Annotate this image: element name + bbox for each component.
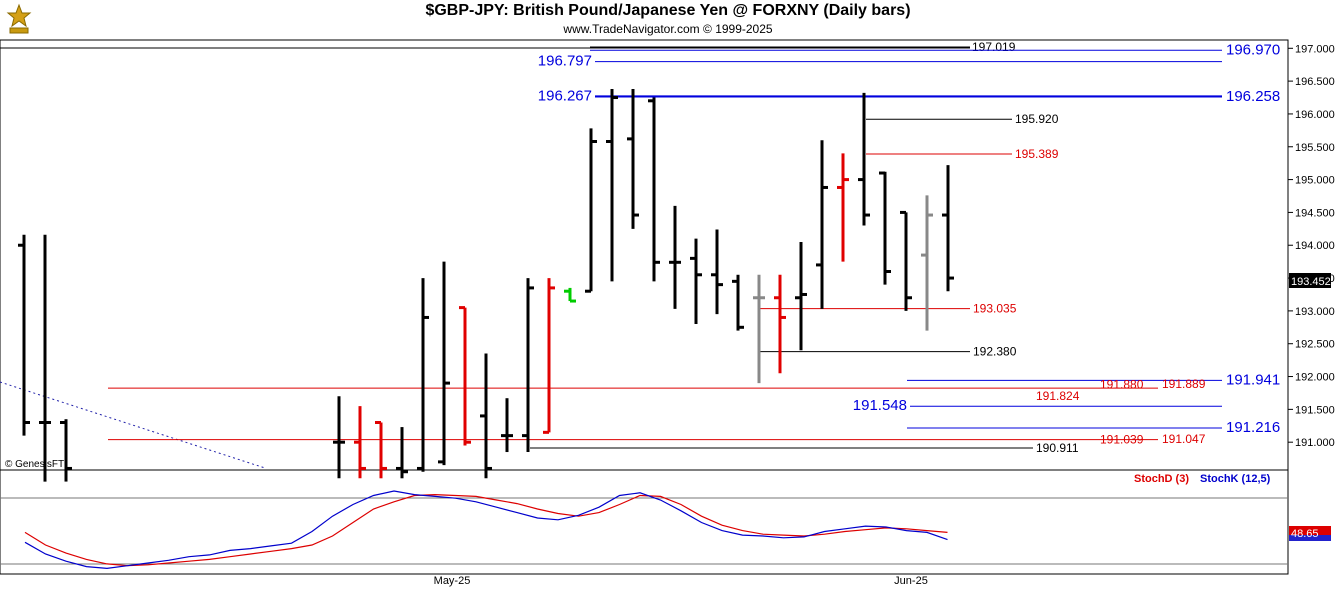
y-tick-label: 191.500 — [1295, 404, 1335, 416]
legend-stochk: StochK (12,5) — [1200, 473, 1271, 485]
level-label: 191.824 — [1036, 389, 1080, 403]
y-tick-label: 194.500 — [1295, 207, 1335, 219]
y-tick-label: 195.500 — [1295, 142, 1335, 154]
chart-subtitle: www.TradeNavigator.com © 1999-2025 — [563, 22, 773, 36]
stochastic-panel-frame — [0, 469, 1289, 575]
x-label-jun: Jun-25 — [894, 575, 928, 587]
level-label: 197.019 — [972, 40, 1016, 54]
level-label: 191.039 — [1100, 433, 1144, 447]
level-label: 191.548 — [853, 397, 907, 414]
legend-stochd: StochD (3) — [1134, 473, 1189, 485]
level-label: 191.889 — [1162, 377, 1206, 391]
chart-title: $GBP-JPY: British Pound/Japanese Yen @ F… — [425, 2, 911, 19]
y-tick-label: 196.500 — [1295, 76, 1335, 88]
level-label: 193.035 — [973, 302, 1017, 316]
level-label: 191.880 — [1100, 377, 1144, 391]
price-panel-frame — [0, 39, 1289, 471]
y-tick-label: 192.500 — [1295, 339, 1335, 351]
level-label: 191.941 — [1226, 371, 1280, 388]
level-label: 195.920 — [1015, 112, 1059, 126]
gold-trophy-logo-icon — [4, 3, 34, 35]
level-label: 191.047 — [1162, 432, 1206, 446]
y-tick-label: 194.000 — [1295, 240, 1335, 252]
stochk-line — [24, 490, 948, 570]
level-label: 192.380 — [973, 345, 1017, 359]
x-label-may: May-25 — [434, 575, 471, 587]
level-label: 196.267 — [538, 87, 592, 104]
stoch-value-box-k — [1289, 535, 1331, 541]
y-tick-label: 195.000 — [1295, 175, 1335, 187]
stochd-line — [24, 493, 948, 567]
level-label: 190.911 — [1036, 441, 1079, 455]
y-tick-label: 197.000 — [1295, 43, 1335, 55]
y-tick-label: 196.000 — [1295, 109, 1335, 121]
watermark: © GenesisFT — [5, 459, 64, 470]
level-label: 196.258 — [1226, 88, 1280, 105]
level-label: 195.389 — [1015, 147, 1059, 161]
stoch-value-label: 48.65 — [1291, 528, 1319, 540]
level-label: 196.970 — [1226, 41, 1280, 58]
trendline-dotted — [0, 381, 266, 469]
current-price-label: 193.452 — [1291, 276, 1331, 288]
y-tick-label: 191.000 — [1295, 437, 1335, 449]
y-tick-label: 193.000 — [1295, 306, 1335, 318]
current-price-box — [1289, 273, 1331, 288]
chart-header: $GBP-JPY: British Pound/Japanese Yen @ F… — [0, 0, 1336, 40]
level-label: 191.216 — [1226, 419, 1280, 436]
y-tick-label: 192.000 — [1295, 372, 1335, 384]
level-label: 196.797 — [538, 53, 592, 70]
